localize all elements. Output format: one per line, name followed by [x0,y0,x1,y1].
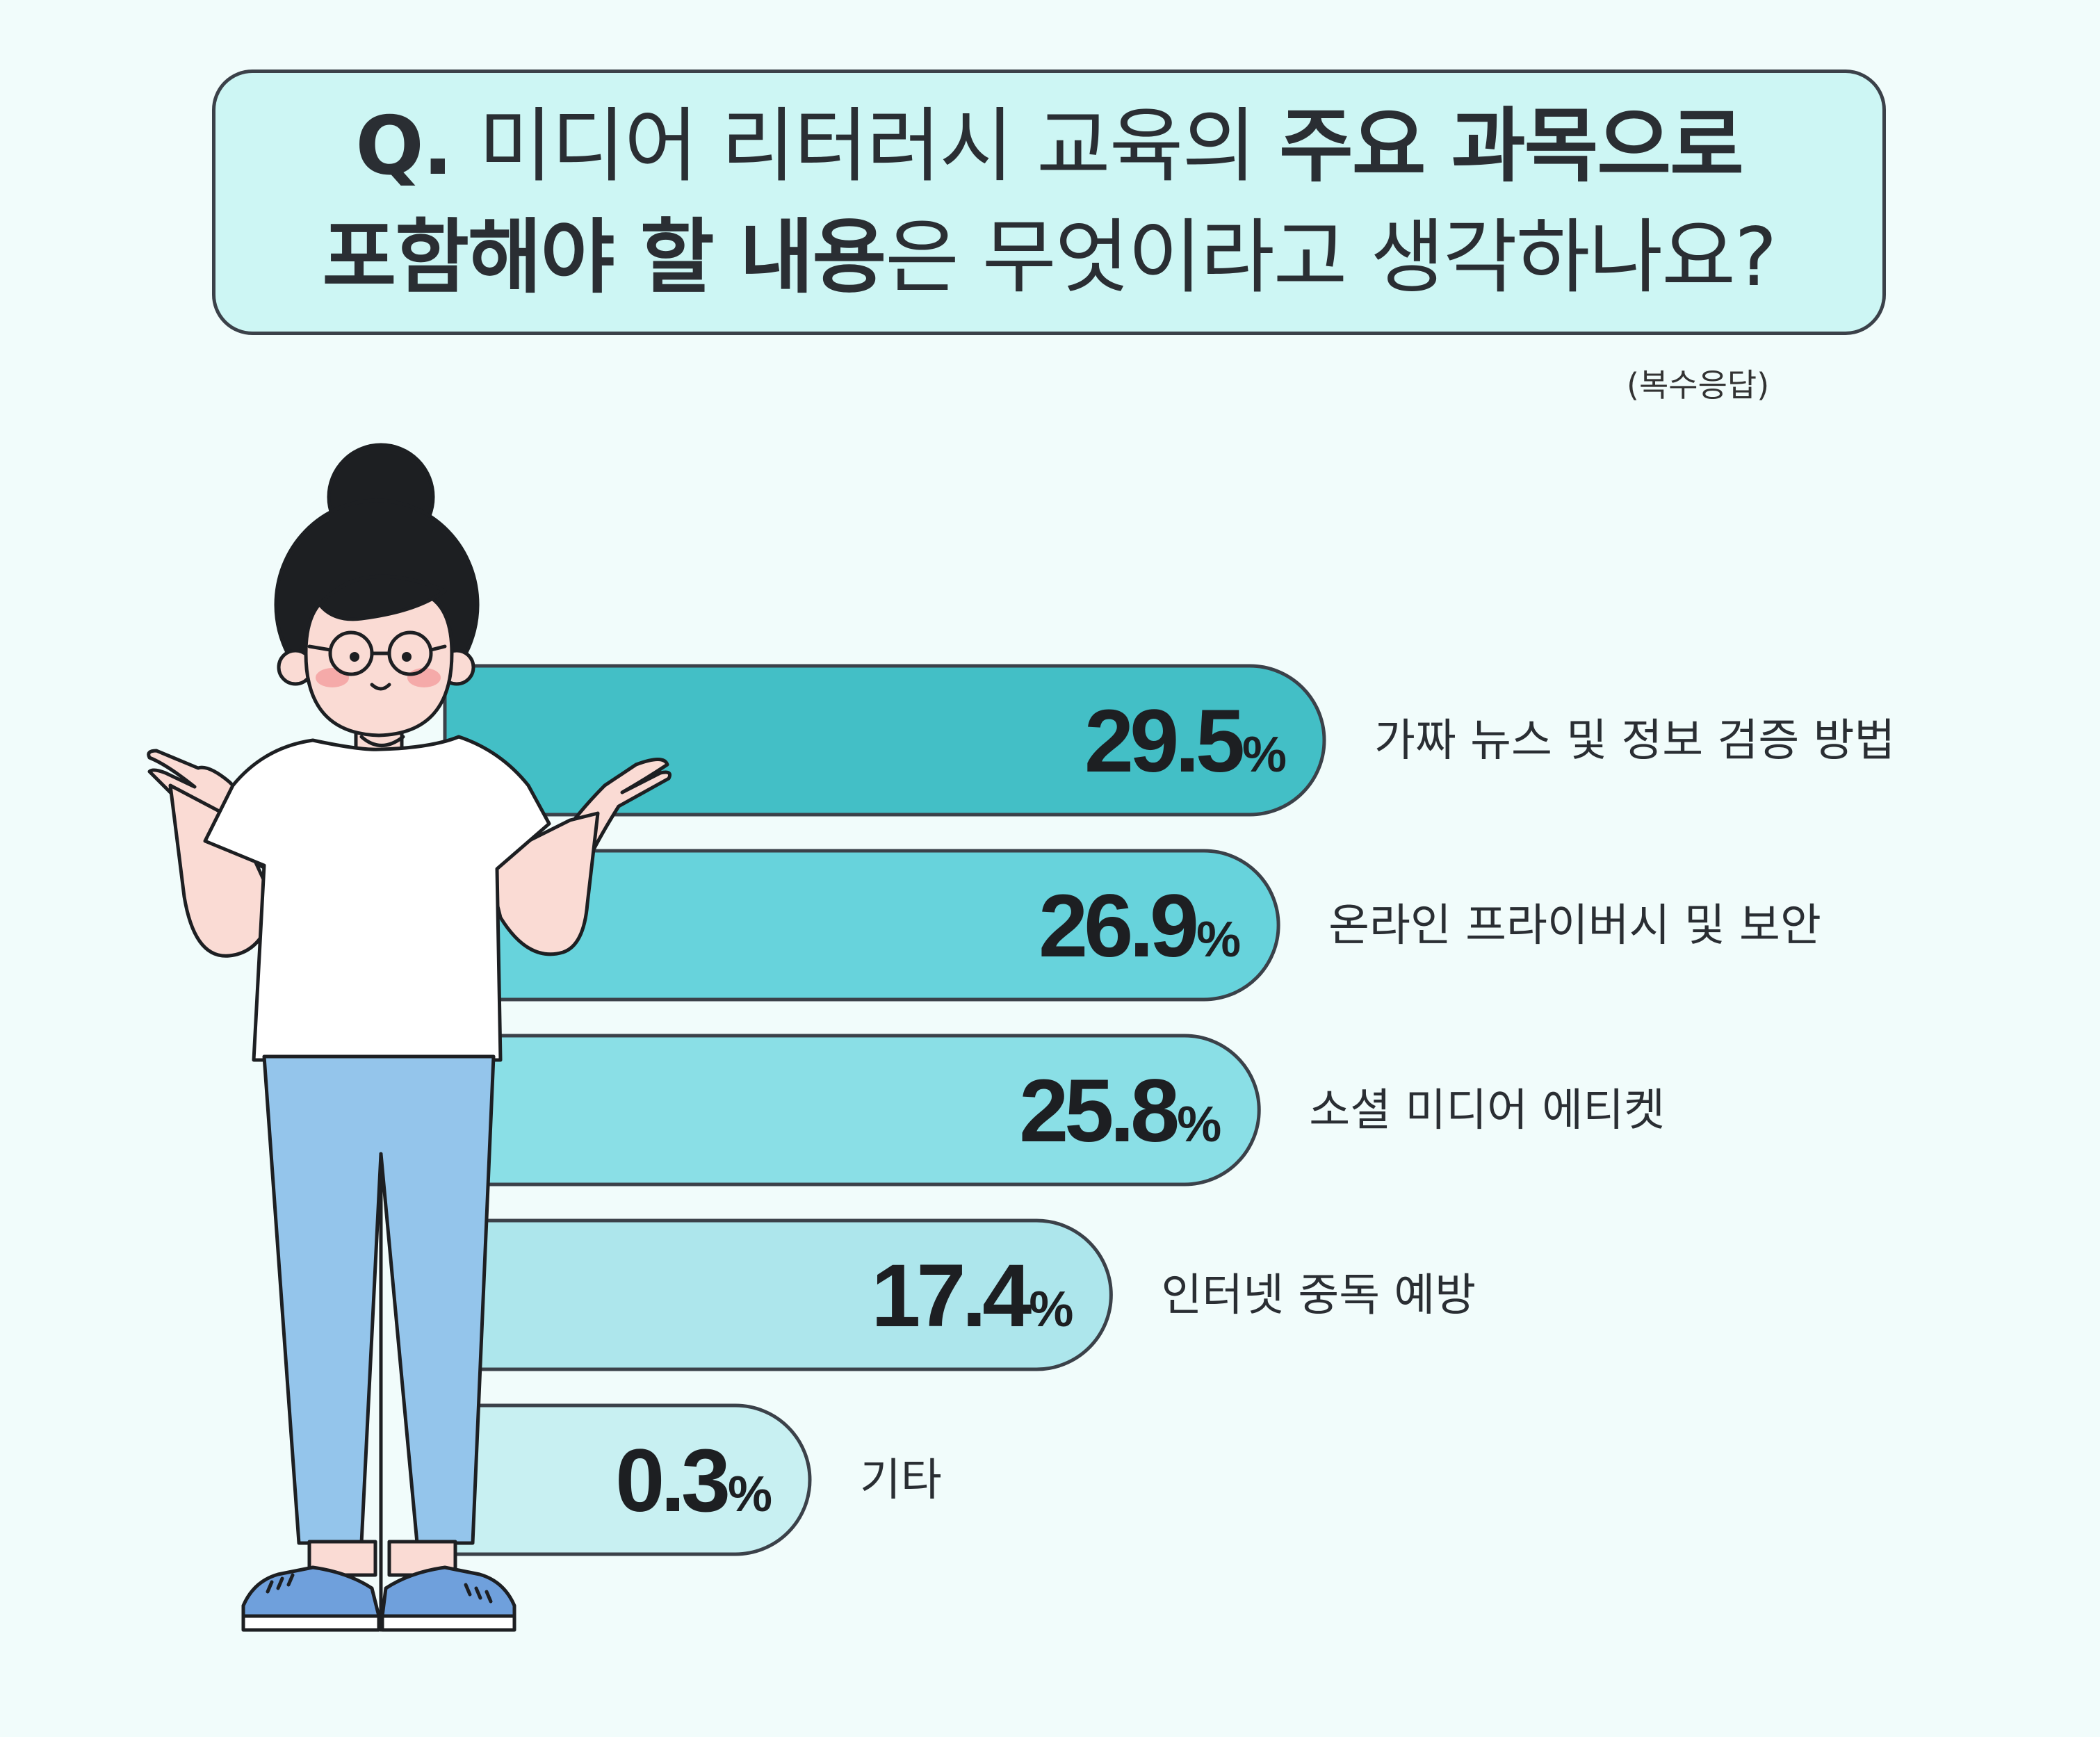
bar-value-unit: % [1242,727,1287,783]
mouth [370,683,391,691]
bar-value-unit: % [1196,912,1241,968]
left-glasses-arm [307,644,332,652]
bar-value-unit: % [1177,1097,1221,1152]
question-box: Q. 미디어 리터러시 교육의 주요 과목으로 포함해야 할 내용은 무엇이라고… [212,70,1886,335]
question-line-2: 포함해야 할 내용은 무엇이라고 생각하나요? [322,202,1777,313]
right-shoe [380,1565,516,1618]
person-illustration [147,443,671,1632]
bar-value-unit: % [1029,1282,1073,1337]
question-line-1-part-3: 주요 과목으로 [1279,99,1744,193]
pants [262,1054,496,1545]
bar [443,1218,1113,1371]
multiple-response-note: (복수응답) [1627,366,1770,404]
right-shoe-sole [380,1614,516,1632]
question-line-1: Q. 미디어 리터러시 교육의 주요 과목으로 [355,91,1744,202]
question-line-1-part-1: Q. [355,99,479,193]
bar-value-label: 25.8 [1019,1061,1178,1161]
collar [359,735,405,747]
question-line-2-part-2: 은 무엇이라고 생각하나요? [885,211,1777,304]
left-blush [316,668,349,687]
bangs [318,574,447,621]
category-label: 기타 [860,1455,942,1506]
right-eye [402,652,412,662]
face [304,596,454,737]
category-label: 온라인 프라이버시 및 보안 [1328,900,1821,952]
bar-value-label: 26.9 [1039,876,1196,976]
question-line-1-part-2: 미디어 리터러시 교육의 [478,99,1280,193]
category-label: 소셜 미디어 에티켓 [1309,1085,1665,1136]
bar-value-label: 29.5 [1084,692,1243,791]
bar-value-label: 0.3 [615,1431,728,1531]
bars-layer: 29.5% 가짜 뉴스 및 정보 검증 방법 26.9% 온라인 프라이버시 및 보안… [443,664,1895,1556]
right-shoe-laces [464,1583,493,1604]
category-label: 인터넷 중독 예방 [1161,1270,1476,1321]
bar-value-unit: % [728,1467,772,1522]
bar-value-label: 17.4 [871,1246,1032,1346]
bar [443,1034,1261,1186]
shirt [203,735,551,1062]
bar [443,849,1280,1002]
left-eye [350,652,359,662]
right-glasses-arm [429,644,447,652]
left-shoe [241,1565,381,1618]
bar [443,1403,812,1556]
question-line-2-part-1: 포함해야 할 내용 [322,211,886,304]
category-label: 가짜 뉴스 및 정보 검증 방법 [1374,715,1895,767]
left-shoe-sole [241,1614,381,1632]
left-shoe-laces [266,1573,295,1594]
